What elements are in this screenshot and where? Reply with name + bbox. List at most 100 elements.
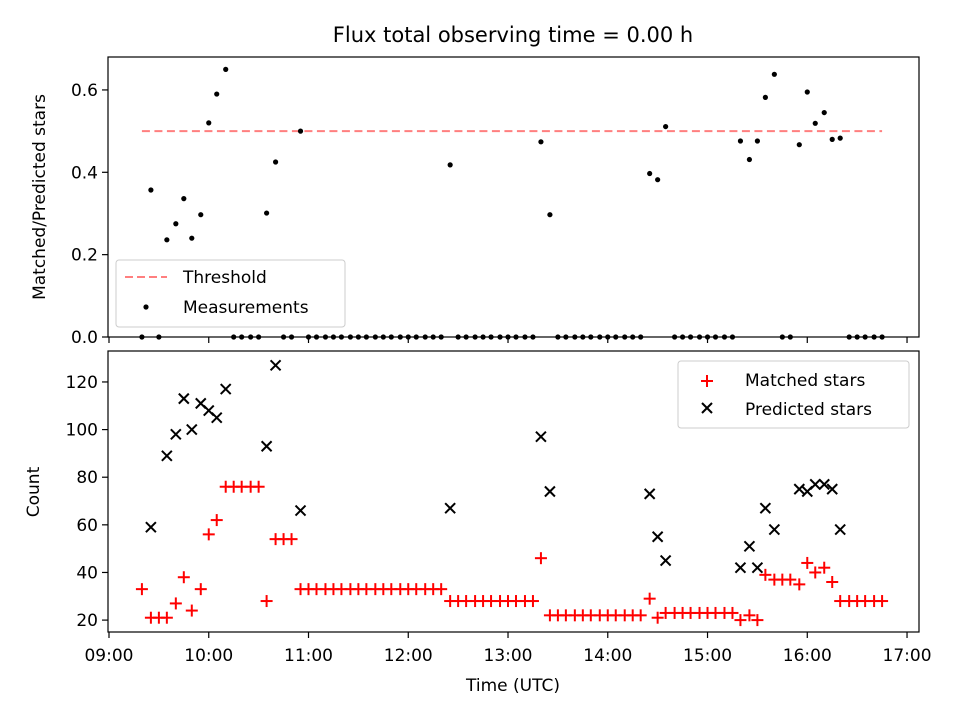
time-x-tick-label: 17:00 [883, 646, 932, 666]
matched-star-point [876, 595, 889, 608]
predicted-star-point [826, 483, 838, 495]
measurement-point [647, 170, 653, 177]
predicted-star-point [211, 411, 223, 424]
ratio-legend-box [115, 259, 346, 328]
legend-predicted-swatch [701, 402, 713, 414]
figure-title: Flux total observing time = 0.00 h [333, 23, 693, 47]
matched-star-point [185, 604, 198, 617]
measurement-point [655, 177, 661, 183]
predicted-star-point [161, 450, 173, 462]
predicted-star-point [793, 483, 806, 495]
matched-star-point [643, 592, 656, 605]
matched-star-point [135, 583, 148, 596]
time-x-tick-label: 10:00 [184, 646, 233, 666]
count-y-axis: 20 40 60 80 100 120 [66, 373, 108, 631]
measurement-point [812, 120, 818, 126]
measurement-point [771, 71, 777, 77]
measurement-point [754, 138, 760, 144]
x-axis-label: Time (UTC) [465, 676, 560, 696]
count-y-tick-label: 40 [76, 563, 98, 583]
matched-star-point [751, 614, 764, 627]
matched-star-point [435, 583, 448, 596]
ratio-panel: 0.0 0.2 0.4 0.6 Matched/Predicted stars Thr… [30, 56, 920, 348]
measurement-point [829, 136, 835, 142]
measurement-point [206, 120, 212, 126]
predicted-star-point [834, 523, 846, 536]
predicted-star-point [643, 488, 656, 500]
matched-star-point [801, 556, 814, 569]
count-y-tick-label: 80 [76, 468, 98, 488]
count-y-tick-label: 60 [76, 516, 98, 536]
matched-star-point [177, 571, 190, 584]
count-y-tick-label: 20 [76, 611, 98, 631]
matched-star-point [210, 514, 223, 527]
matched-star-point [826, 575, 839, 588]
measurement-point [837, 135, 843, 141]
legend-matched-swatch [701, 375, 713, 387]
time-x-tick-label: 15:00 [683, 646, 732, 666]
time-x-tick-label: 09:00 [84, 646, 133, 666]
ratio-legend: Threshold Measurements [115, 259, 346, 328]
matched-star-point [818, 561, 831, 574]
legend-predicted-label: Predicted stars [745, 400, 872, 420]
predicted-star-point [269, 359, 282, 371]
measurement-point [173, 221, 179, 227]
predicted-star-point [768, 523, 781, 536]
predicted-star-point [535, 431, 547, 443]
predicted-star-point [743, 540, 756, 552]
ratio-y-tick-label: 0.0 [71, 328, 98, 348]
ratio-x-axis-ticks [108, 337, 908, 343]
measurement-point [189, 235, 195, 241]
count-legend-box [677, 360, 910, 429]
matched-star-point [734, 614, 747, 627]
count-legend: Matched stars Predicted stars [677, 360, 910, 429]
measurement-point [223, 66, 229, 72]
measurement-point [804, 89, 810, 95]
count-panel: 20 40 60 80 100 120 09:00 10:00 11:00 12:00 13:00… [24, 350, 932, 696]
measurement-point [181, 196, 187, 202]
ratio-y-tick-label: 0.6 [71, 81, 98, 101]
count-y-label: Count [24, 466, 44, 517]
measurement-point [796, 142, 802, 148]
legend-measurements-swatch [143, 304, 149, 310]
matched-star-point [252, 480, 265, 493]
predicted-star-point [260, 440, 273, 452]
predicted-star-point [818, 478, 830, 491]
measurement-point [663, 123, 669, 130]
measurement-point [447, 162, 453, 168]
measurement-point [272, 159, 279, 165]
matched-star-point [534, 552, 547, 565]
matched-star-point [194, 583, 207, 596]
matched-star-point [793, 578, 806, 591]
matched-star-point [784, 573, 797, 586]
legend-threshold-label: Threshold [182, 268, 267, 288]
matched-star-point [743, 609, 756, 622]
matched-star-point [160, 611, 173, 624]
legend-measurements-label: Measurements [183, 298, 309, 318]
legend-matched-label: Matched stars [745, 371, 865, 391]
time-x-tick-label: 11:00 [284, 646, 333, 666]
predicted-star-point [145, 521, 157, 533]
measurement-point [264, 210, 270, 216]
predicted-star-point [651, 531, 664, 543]
time-x-tick-label: 13:00 [484, 646, 533, 666]
measurement-point [198, 212, 204, 218]
time-x-tick-label: 14:00 [583, 646, 632, 666]
measurement-point [214, 91, 220, 97]
ratio-y-label: Matched/Predicted stars [30, 94, 50, 300]
count-y-tick-label: 120 [66, 373, 98, 393]
ratio-y-tick-label: 0.2 [71, 246, 98, 266]
count-plot-area [135, 359, 889, 627]
predicted-star-point [186, 423, 198, 436]
matched-star-point [260, 595, 273, 608]
measurement-point [762, 94, 768, 100]
measurement-point [538, 139, 544, 145]
predicted-star-point [178, 392, 190, 405]
predicted-star-point [220, 383, 232, 395]
count-y-tick-label: 100 [66, 421, 98, 441]
predicted-star-point [759, 502, 772, 514]
predicted-star-point [734, 561, 747, 574]
measurement-point [148, 187, 154, 193]
